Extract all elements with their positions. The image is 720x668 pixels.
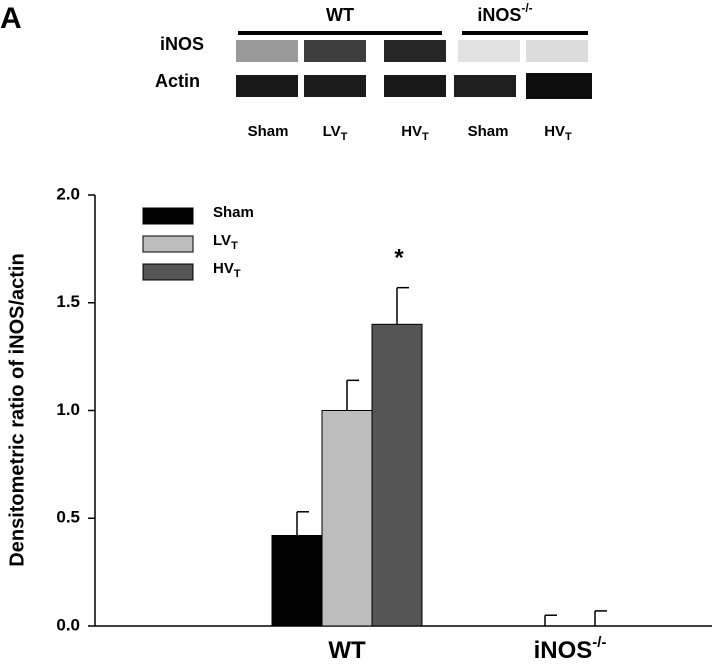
lane-label-main: HV [544,123,565,140]
legend-label: HVT [213,260,241,280]
band [458,40,520,62]
error-bar [396,286,409,325]
lane-label-sub: T [422,131,429,143]
lane-label-main: LV [323,123,341,140]
band [304,75,366,97]
band [236,40,298,62]
error-bar [296,511,309,536]
lane-label: Sham [248,123,289,140]
legend-label: Sham [213,204,254,221]
band [454,75,516,97]
band [526,73,592,99]
legend-label-main: HV [213,260,234,277]
x-tick-label-sup: -/- [592,634,606,651]
lane-label: HVT [401,123,429,143]
legend-label-sub: T [234,268,241,280]
bar [321,410,373,627]
band [526,40,588,62]
legend-swatch [142,263,194,281]
band [384,40,446,62]
y-tick-label: 0.0 [56,615,80,634]
x-tick-label: iNOS-/- [534,634,607,664]
lane-label-main: Sham [468,123,509,140]
band [236,75,298,97]
lane-label-sub: T [341,131,348,143]
group-label-main: iNOS [477,5,521,25]
row-label: Actin [155,71,200,91]
legend-label-main: LV [213,232,231,249]
x-tick-label: WT [328,637,366,664]
y-tick-label: 1.0 [56,400,80,419]
y-tick-label: 1.5 [56,292,80,311]
error-bar [346,379,359,411]
error-bar [594,610,607,626]
error-bar [544,614,557,626]
lane-label-main: HV [401,123,422,140]
blot-image [236,31,592,99]
legend-label: LVT [213,232,238,252]
group-label: WT [326,5,354,25]
y-axis-label: Densitometric ratio of iNOS/actin [6,253,28,566]
legend-label-sub: T [231,240,238,252]
legend-swatch [142,207,194,225]
legend-label-main: Sham [213,204,254,221]
x-tick-label-main: WT [328,637,366,664]
band [304,40,366,62]
lane-label-main: Sham [248,123,289,140]
y-tick-label: 0.5 [56,508,80,527]
lane-label: HVT [544,123,572,143]
panel-label: A [0,2,22,35]
band [384,75,446,97]
group-label: iNOS-/- [477,1,532,25]
lane-label: Sham [468,123,509,140]
y-tick-label: 2.0 [56,184,80,203]
annotation: * [394,244,404,271]
lane-label-sub: T [565,131,572,143]
bar [271,534,323,627]
x-tick-label-main: iNOS [534,637,593,664]
bar [371,323,423,627]
lane-label: LVT [323,123,348,143]
row-label: iNOS [160,34,204,54]
legend-swatch [142,235,194,253]
group-label-sup: -/- [521,1,532,15]
